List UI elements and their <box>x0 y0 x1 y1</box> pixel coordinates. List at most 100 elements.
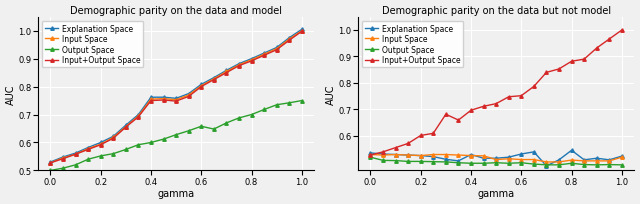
Input Space <box>147 99 155 101</box>
Explanation Space <box>442 158 450 161</box>
Input+Output Space <box>298 31 306 33</box>
Output Space <box>555 164 563 166</box>
Output Space <box>248 114 255 116</box>
Input+Output Space <box>518 95 525 98</box>
Title: Demographic parity on the data but not model: Demographic parity on the data but not m… <box>381 6 611 16</box>
Input+Output Space <box>248 60 255 63</box>
Input+Output Space <box>84 149 92 151</box>
Explanation Space <box>97 142 104 144</box>
Explanation Space <box>59 156 67 159</box>
Explanation Space <box>84 146 92 149</box>
Input+Output Space <box>210 79 218 81</box>
Output Space <box>147 142 155 144</box>
Input Space <box>122 126 130 128</box>
Output Space <box>198 125 205 128</box>
Input Space <box>223 71 230 73</box>
Explanation Space <box>47 161 54 163</box>
Input+Output Space <box>593 48 600 50</box>
Explanation Space <box>160 96 168 99</box>
Input+Output Space <box>505 96 513 99</box>
Input+Output Space <box>618 30 626 32</box>
Explanation Space <box>210 77 218 80</box>
Output Space <box>442 161 450 163</box>
Output Space <box>404 160 412 163</box>
Explanation Space <box>198 84 205 86</box>
Explanation Space <box>605 159 613 161</box>
Input Space <box>492 159 500 161</box>
Input Space <box>109 136 117 139</box>
Output Space <box>568 162 575 165</box>
Explanation Space <box>568 149 575 152</box>
Input Space <box>379 154 387 156</box>
Input Space <box>210 78 218 81</box>
X-axis label: gamma: gamma <box>157 188 195 198</box>
Output Space <box>285 102 293 104</box>
Line: Input Space: Input Space <box>369 153 623 164</box>
Output Space <box>492 162 500 164</box>
Output Space <box>84 158 92 161</box>
Output Space <box>392 160 399 162</box>
Input Space <box>454 154 462 156</box>
Explanation Space <box>134 114 142 116</box>
Line: Input+Output Space: Input+Output Space <box>369 29 623 157</box>
Legend: Explanation Space, Input Space, Output Space, Input+Output Space: Explanation Space, Input Space, Output S… <box>42 21 143 68</box>
Input+Output Space <box>605 39 613 41</box>
Input+Output Space <box>480 105 488 108</box>
Input Space <box>530 159 538 161</box>
Input+Output Space <box>97 144 104 146</box>
Explanation Space <box>298 29 306 31</box>
Input Space <box>580 160 588 162</box>
Output Space <box>379 159 387 162</box>
Output Space <box>618 164 626 166</box>
Output Space <box>605 164 613 166</box>
Input+Output Space <box>367 154 374 156</box>
Output Space <box>593 164 600 166</box>
Output Space <box>480 162 488 165</box>
Input Space <box>442 154 450 156</box>
Output Space <box>454 162 462 164</box>
Output Space <box>530 163 538 165</box>
Explanation Space <box>147 96 155 99</box>
Explanation Space <box>454 160 462 162</box>
Explanation Space <box>492 157 500 160</box>
Explanation Space <box>273 47 280 49</box>
Input Space <box>285 39 293 41</box>
Output Space <box>273 104 280 106</box>
Y-axis label: AUC: AUC <box>326 84 335 104</box>
Output Space <box>417 160 424 163</box>
Explanation Space <box>367 152 374 154</box>
Input+Output Space <box>122 126 130 129</box>
Input+Output Space <box>198 86 205 88</box>
Input+Output Space <box>273 49 280 52</box>
Line: Output Space: Output Space <box>369 156 623 167</box>
Explanation Space <box>285 37 293 40</box>
Explanation Space <box>72 152 79 155</box>
Input Space <box>134 115 142 118</box>
Explanation Space <box>172 98 180 100</box>
Explanation Space <box>417 155 424 157</box>
Explanation Space <box>109 135 117 138</box>
Input Space <box>172 99 180 101</box>
Line: Input+Output Space: Input+Output Space <box>49 30 303 165</box>
Input+Output Space <box>235 65 243 68</box>
Explanation Space <box>122 124 130 127</box>
Input Space <box>618 156 626 159</box>
Output Space <box>109 153 117 155</box>
Input Space <box>605 160 613 162</box>
Input Space <box>260 54 268 56</box>
Input+Output Space <box>285 40 293 42</box>
Input+Output Space <box>429 132 437 135</box>
Input Space <box>593 160 600 162</box>
Line: Explanation Space: Explanation Space <box>49 28 303 164</box>
Output Space <box>185 130 193 132</box>
Input Space <box>543 161 550 163</box>
Input+Output Space <box>134 116 142 118</box>
Explanation Space <box>518 153 525 155</box>
Input+Output Space <box>147 100 155 102</box>
Input Space <box>480 155 488 157</box>
X-axis label: gamma: gamma <box>477 188 515 198</box>
Output Space <box>505 162 513 165</box>
Title: Demographic parity on the data and model: Demographic parity on the data and model <box>70 6 282 16</box>
Output Space <box>47 169 54 172</box>
Line: Input Space: Input Space <box>49 30 303 165</box>
